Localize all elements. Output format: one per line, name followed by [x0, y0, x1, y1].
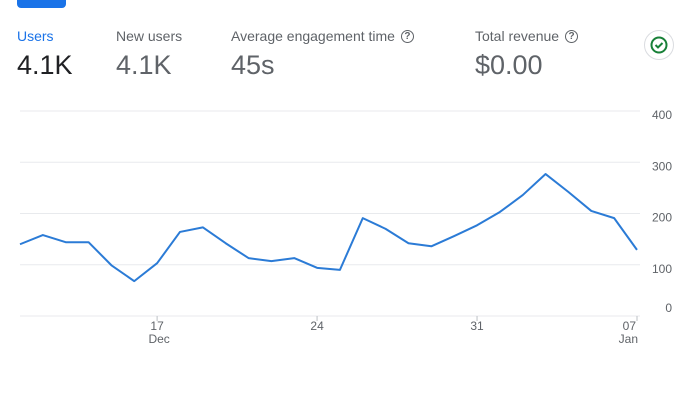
- metric-label-row: New users: [116, 26, 182, 46]
- y-tick-label: 200: [652, 211, 672, 225]
- metric-label: New users: [116, 28, 183, 44]
- x-tick-label: 17: [150, 319, 164, 333]
- y-tick-label: 0: [665, 301, 672, 315]
- metric-value: 4.1K: [116, 50, 172, 80]
- metric-label-row: Average engagement time?: [231, 26, 414, 46]
- y-tick-label: 100: [652, 262, 672, 276]
- metric-label: Average engagement time: [231, 28, 395, 44]
- data-line: [19, 173, 638, 283]
- metric-tab[interactable]: Total revenue? $0.00: [475, 26, 579, 81]
- metric-tab[interactable]: Average engagement time? 45s: [231, 26, 414, 81]
- metric-value: 45s: [231, 50, 275, 80]
- status-icon[interactable]: [644, 30, 674, 60]
- help-icon[interactable]: ?: [400, 29, 414, 43]
- metric-label-row: Users: [17, 26, 73, 46]
- metric-label-row: Total revenue?: [475, 26, 579, 46]
- metric-label: Total revenue: [475, 28, 560, 44]
- y-tick-label: 300: [652, 159, 672, 173]
- y-tick-label: 400: [652, 108, 672, 122]
- x-tick-label: 07: [623, 319, 637, 333]
- selected-tab-indicator: [17, 0, 66, 8]
- metric-value: 4.1K: [17, 50, 73, 80]
- check-icon: [650, 36, 668, 54]
- metric-tab[interactable]: New users 4.1K: [116, 26, 182, 81]
- metric-tab[interactable]: Users 4.1K: [17, 26, 73, 81]
- metric-label: Users: [17, 28, 54, 44]
- x-tick-label: 31: [470, 319, 484, 333]
- x-tick-month: Dec: [148, 332, 169, 346]
- x-tick-month: Jan: [619, 332, 638, 346]
- x-tick-label: 24: [310, 319, 324, 333]
- metric-value: $0.00: [475, 50, 543, 80]
- help-icon[interactable]: ?: [565, 29, 579, 43]
